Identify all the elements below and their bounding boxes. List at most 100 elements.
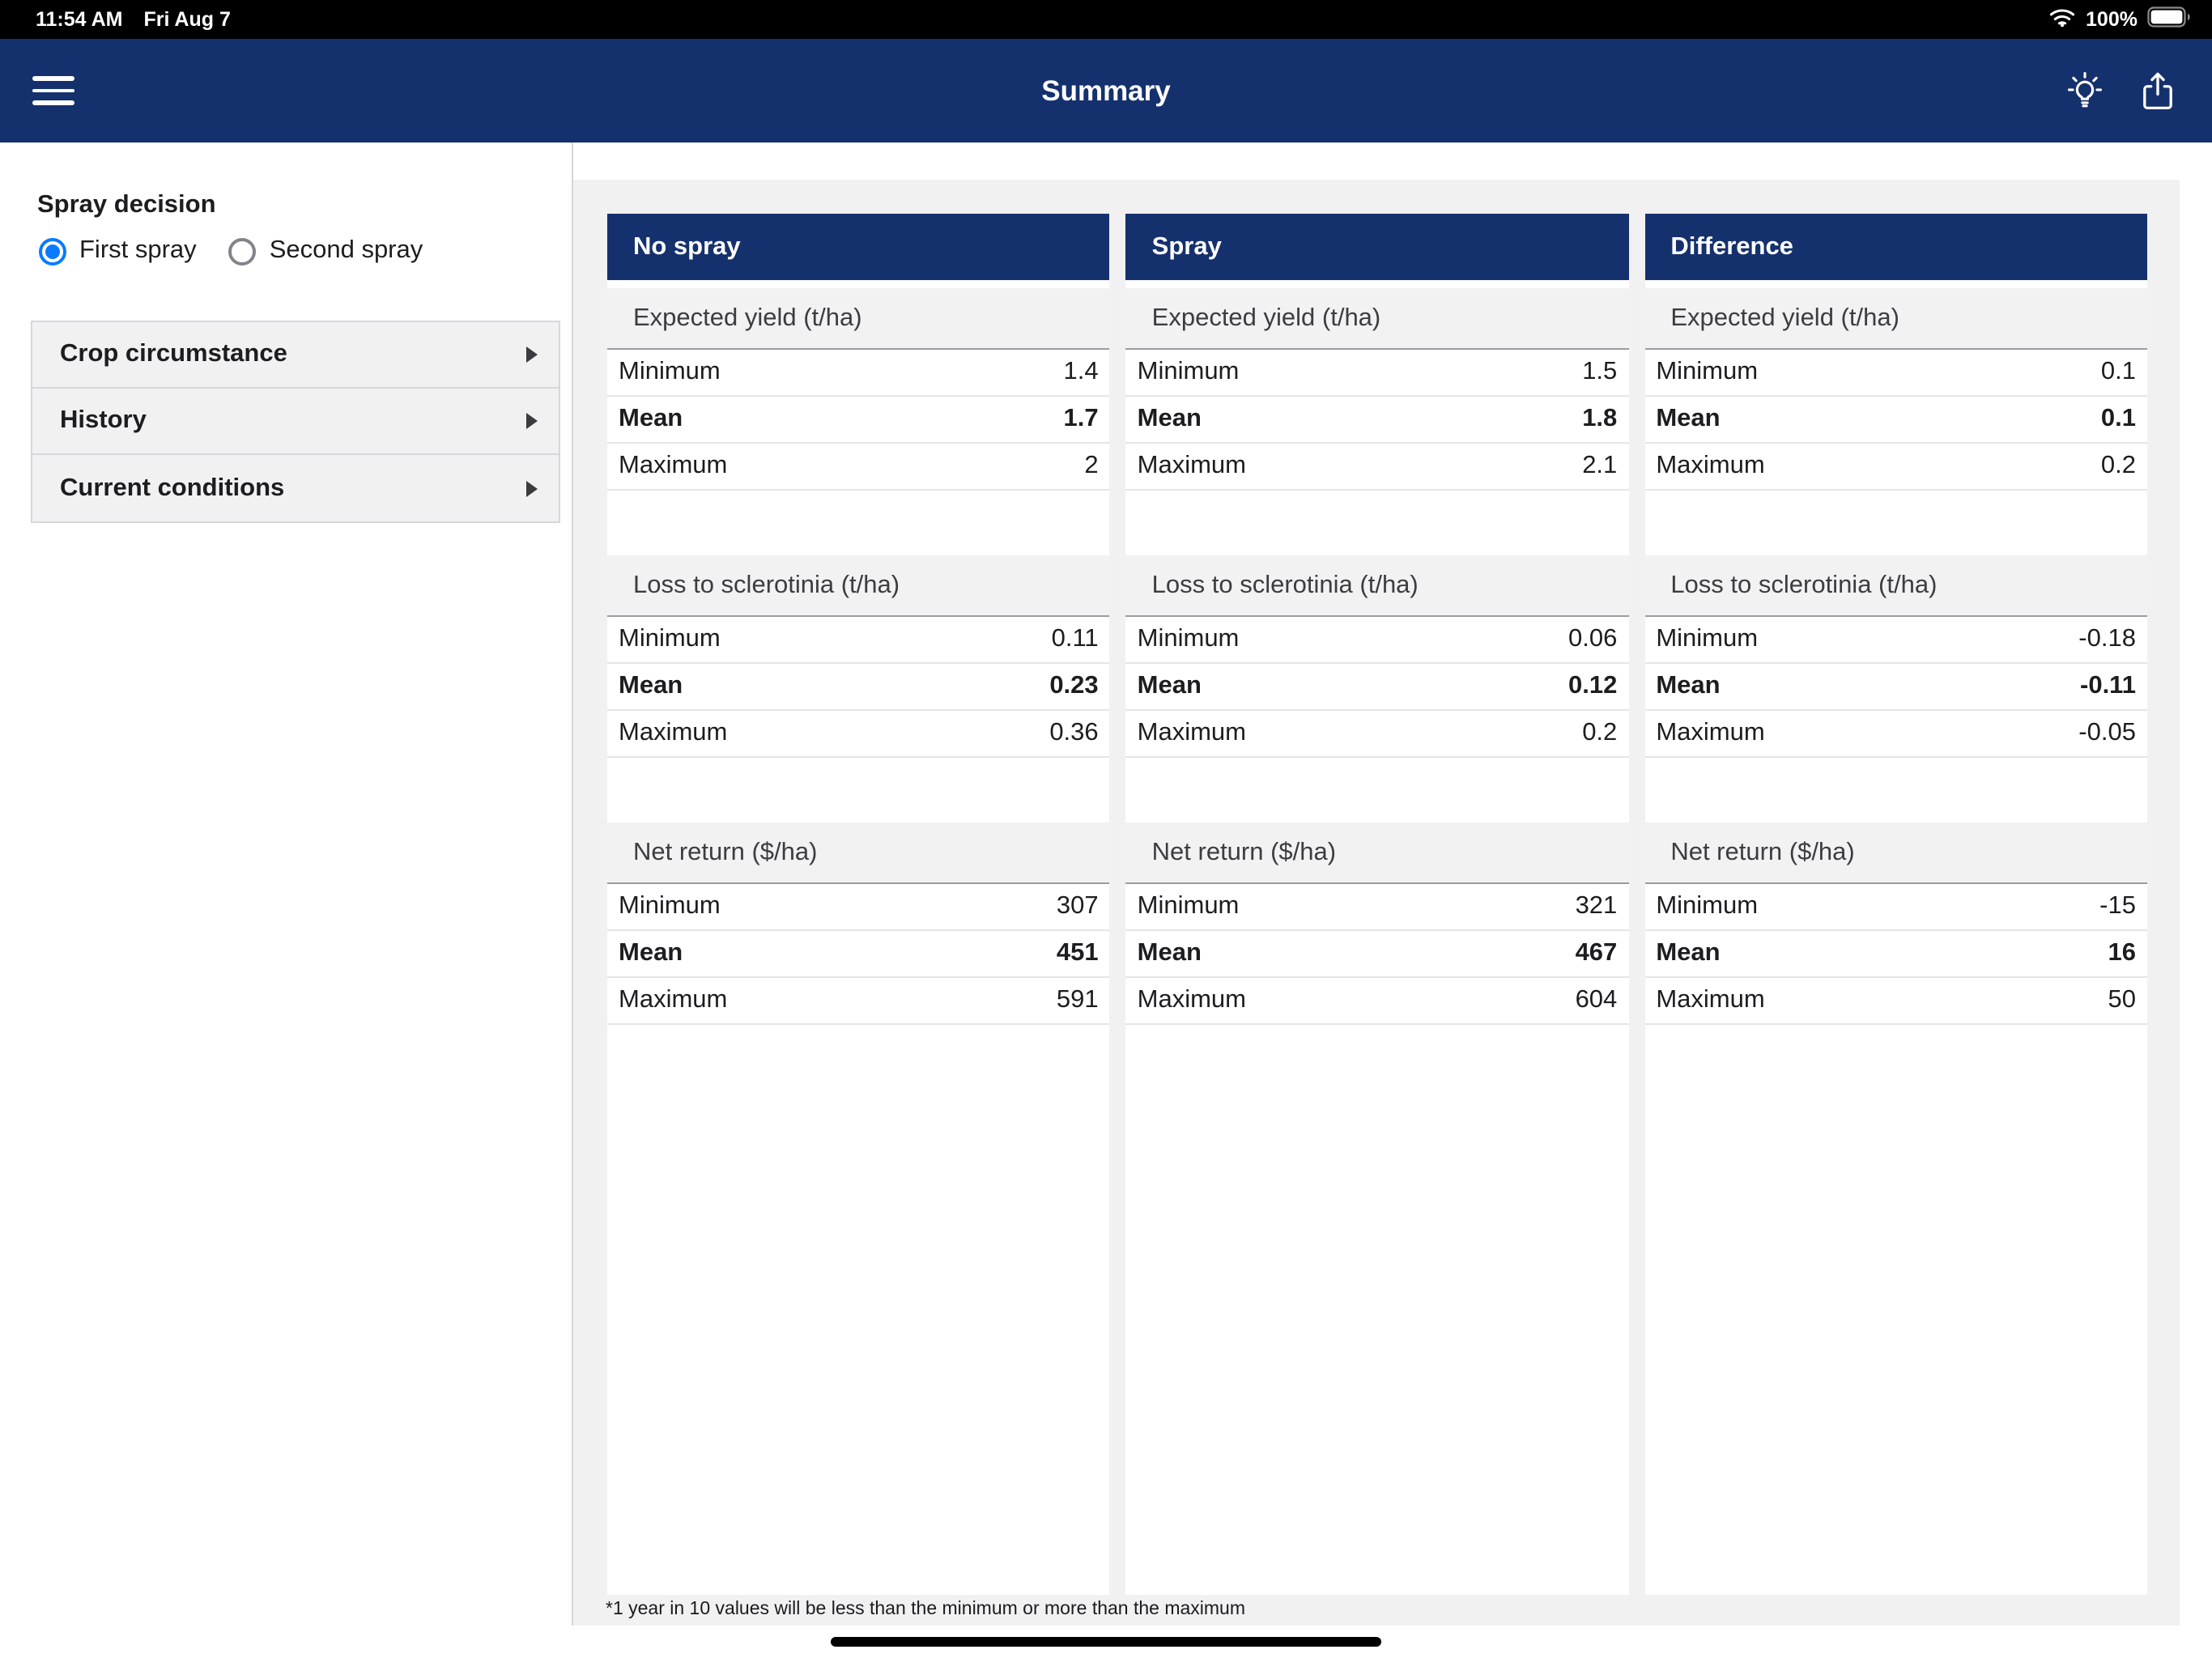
row-value: 1.5 [1582,358,1618,385]
table-row: Minimum 0.1 [1644,350,2147,397]
row-value: -0.05 [2078,719,2136,746]
table-row: Mean 1.8 [1125,397,1629,444]
menu-icon[interactable] [32,76,74,105]
section-loss-sclerotinia: Loss to sclerotinia (t/ha) Minimum -0.18 … [1644,555,2147,758]
section-title: Net return ($/ha) [1125,823,1629,884]
section-title: Loss to sclerotinia (t/ha) [607,555,1110,617]
row-label: Mean [1137,672,1202,699]
table-row: Mean 451 [607,931,1110,978]
row-label: Maximum [1137,986,1246,1014]
table-row: Mean 0.23 [607,664,1110,711]
row-value: 321 [1575,892,1618,920]
row-value: -0.11 [2080,672,2136,699]
row-value: 1.7 [1063,405,1099,432]
nav-bar: Summary [0,39,2212,142]
footnote: *1 year in 10 values will be less than t… [606,1600,1246,1619]
row-value: 0.11 [1051,625,1099,653]
row-value: 2 [1084,452,1099,479]
row-value: 2.1 [1582,452,1618,479]
page-title: Summary [1041,74,1171,106]
row-label: Minimum [619,892,721,920]
table-row: Minimum 321 [1125,884,1629,931]
row-label: Mean [619,405,683,432]
status-bar: 11:54 AM Fri Aug 7 100% [0,0,2212,39]
table-row: Maximum 0.36 [607,711,1110,758]
row-label: Minimum [1137,625,1240,653]
row-value: 16 [2108,939,2136,967]
sidebar-item-history[interactable]: History [32,389,559,455]
table-row: Maximum -0.05 [1644,711,2147,758]
section-title: Expected yield (t/ha) [1125,288,1629,350]
row-label: Minimum [1137,358,1240,385]
table-row: Mean 1.7 [607,397,1110,444]
row-label: Maximum [1137,719,1246,746]
table-row: Minimum 0.06 [1125,617,1629,664]
section-expected-yield: Expected yield (t/ha) Minimum 0.1 Mean 0.1… [1644,288,2147,491]
row-value: 0.06 [1568,625,1618,653]
row-label: Minimum [619,625,721,653]
lightbulb-icon[interactable] [2061,68,2107,113]
row-label: Minimum [619,358,721,385]
sidebar: Spray decision First spray Second spray … [0,142,573,1626]
row-label: Mean [1656,405,1721,432]
table-row: Mean 0.1 [1644,397,2147,444]
table-row: Minimum 307 [607,884,1110,931]
row-label: Maximum [1137,452,1246,479]
section-net-return: Net return ($/ha) Minimum -15 Mean 16 Maxi… [1644,823,2147,1025]
menu-item-label: Crop circumstance [60,340,287,368]
table-row: Maximum 604 [1125,978,1629,1025]
row-label: Mean [619,939,683,967]
sidebar-item-crop-circumstance[interactable]: Crop circumstance [32,322,559,389]
chevron-right-icon [526,346,538,363]
column-spray: Spray Expected yield (t/ha) Minimum 1.5 M… [1125,214,1629,1595]
column-header: Difference [1644,214,2147,280]
section-expected-yield: Expected yield (t/ha) Minimum 1.5 Mean 1.8… [1125,288,1629,491]
section-title: Expected yield (t/ha) [1644,288,2147,350]
table-row: Minimum 1.4 [607,350,1110,397]
sidebar-item-current-conditions[interactable]: Current conditions [32,455,559,521]
table-row: Maximum 2.1 [1125,444,1629,491]
table-row: Minimum -15 [1644,884,2147,931]
row-value: 604 [1575,986,1618,1014]
battery-icon [2147,6,2191,32]
radio-label: First spray [79,236,197,264]
radio-second-spray[interactable]: Second spray [228,236,423,266]
home-indicator[interactable] [831,1637,1381,1647]
row-label: Maximum [1656,719,1765,746]
share-icon[interactable] [2134,68,2180,113]
section-net-return: Net return ($/ha) Minimum 321 Mean 467 Max… [1125,823,1629,1025]
table-row: Maximum 0.2 [1644,444,2147,491]
summary-panel: No spray Expected yield (t/ha) Minimum 1.… [573,180,2180,1626]
summary-columns: No spray Expected yield (t/ha) Minimum 1.… [607,214,2147,1595]
row-value: 0.2 [2100,452,2136,479]
table-row: Mean -0.11 [1644,664,2147,711]
chevron-right-icon [526,413,538,429]
section-loss-sclerotinia: Loss to sclerotinia (t/ha) Minimum 0.11 M… [607,555,1110,758]
row-label: Mean [1656,672,1721,699]
section-title: Expected yield (t/ha) [607,288,1110,350]
row-value: 467 [1575,939,1618,967]
row-label: Minimum [1656,358,1759,385]
row-value: 1.8 [1582,405,1618,432]
table-row: Maximum 2 [607,444,1110,491]
radio-first-spray[interactable]: First spray [39,236,197,266]
table-row: Minimum 1.5 [1125,350,1629,397]
row-label: Mean [1656,939,1721,967]
row-label: Maximum [1656,452,1765,479]
column-header: Spray [1125,214,1629,280]
section-net-return: Net return ($/ha) Minimum 307 Mean 451 Max… [607,823,1110,1025]
row-value: 0.12 [1568,672,1618,699]
row-value: 0.2 [1582,719,1618,746]
row-label: Minimum [1137,892,1240,920]
table-row: Maximum 0.2 [1125,711,1629,758]
section-title: Net return ($/ha) [607,823,1110,884]
status-date: Fri Aug 7 [143,8,231,31]
menu-item-label: History [60,406,147,434]
radio-unselected-icon [228,237,257,265]
row-value: 591 [1056,986,1099,1014]
row-label: Maximum [619,719,728,746]
table-row: Maximum 50 [1644,978,2147,1025]
column-difference: Difference Expected yield (t/ha) Minimum… [1644,214,2147,1595]
table-row: Minimum 0.11 [607,617,1110,664]
wifi-icon [2048,7,2076,32]
